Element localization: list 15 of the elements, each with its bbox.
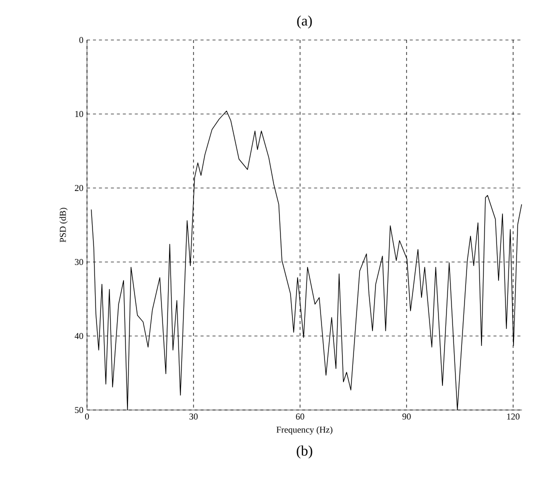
text: (b) (296, 446, 312, 459)
y-tick-label: 30 (74, 258, 84, 266)
y-tick-label: 0 (79, 36, 84, 44)
x-tick-label: 30 (189, 414, 198, 420)
x-axis-title: Frequency (Hz) (276, 426, 332, 435)
x-tick-label: 60 (296, 414, 304, 420)
y-tick-label: 10 (75, 110, 84, 118)
x-tick-label: 0 (85, 414, 89, 420)
x-tick-label: 90 (402, 414, 411, 420)
chart-title: (a) (297, 16, 312, 29)
y-tick-label: 40 (74, 332, 84, 340)
y-tick-label: 20 (74, 184, 84, 192)
y-axis-title: PSD (dB) (60, 208, 68, 242)
x-tick-label: 120 (507, 414, 520, 420)
y-tick-label: 50 (75, 406, 84, 414)
